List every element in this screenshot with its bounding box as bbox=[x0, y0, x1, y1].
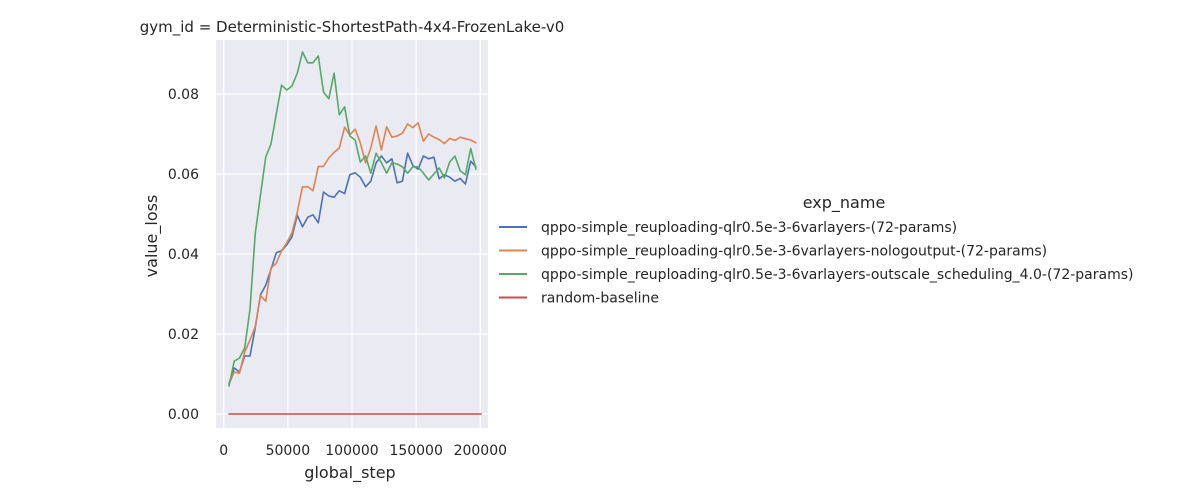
x-tick-labels: 0 50000 100000 150000 200000 bbox=[219, 443, 507, 459]
x-tick-label: 200000 bbox=[454, 443, 507, 459]
x-tick-label: 150000 bbox=[389, 443, 442, 459]
legend-label: qppo-simple_reuploading-qlr0.5e-3-6varla… bbox=[541, 244, 1047, 260]
series-line-2 bbox=[228, 122, 477, 385]
legend-label: qppo-simple_reuploading-qlr0.5e-3-6varla… bbox=[541, 267, 1133, 283]
grid bbox=[216, 40, 488, 428]
y-tick-labels: 0.00 0.02 0.04 0.06 0.08 bbox=[168, 87, 199, 423]
y-axis-label: value_loss bbox=[142, 195, 162, 278]
chart-title: gym_id = Deterministic-ShortestPath-4x4-… bbox=[140, 18, 565, 37]
series-line-3 bbox=[228, 51, 477, 387]
legend-label: qppo-simple_reuploading-qlr0.5e-3-6varla… bbox=[541, 220, 957, 236]
x-tick-label: 100000 bbox=[325, 443, 378, 459]
legend-label: random-baseline bbox=[541, 291, 659, 307]
y-tick-label: 0.00 bbox=[168, 407, 199, 423]
x-tick-label: 50000 bbox=[266, 443, 311, 459]
x-axis-label: global_step bbox=[304, 463, 395, 483]
y-tick-label: 0.02 bbox=[168, 327, 199, 343]
y-tick-label: 0.04 bbox=[168, 247, 199, 263]
y-tick-label: 0.06 bbox=[168, 167, 199, 183]
legend: exp_name qppo-simple_reuploading-qlr0.5e… bbox=[499, 193, 1133, 307]
series-lines bbox=[228, 51, 483, 415]
y-tick-label: 0.08 bbox=[168, 87, 199, 103]
legend-title: exp_name bbox=[803, 193, 886, 213]
x-tick-label: 0 bbox=[219, 443, 228, 459]
